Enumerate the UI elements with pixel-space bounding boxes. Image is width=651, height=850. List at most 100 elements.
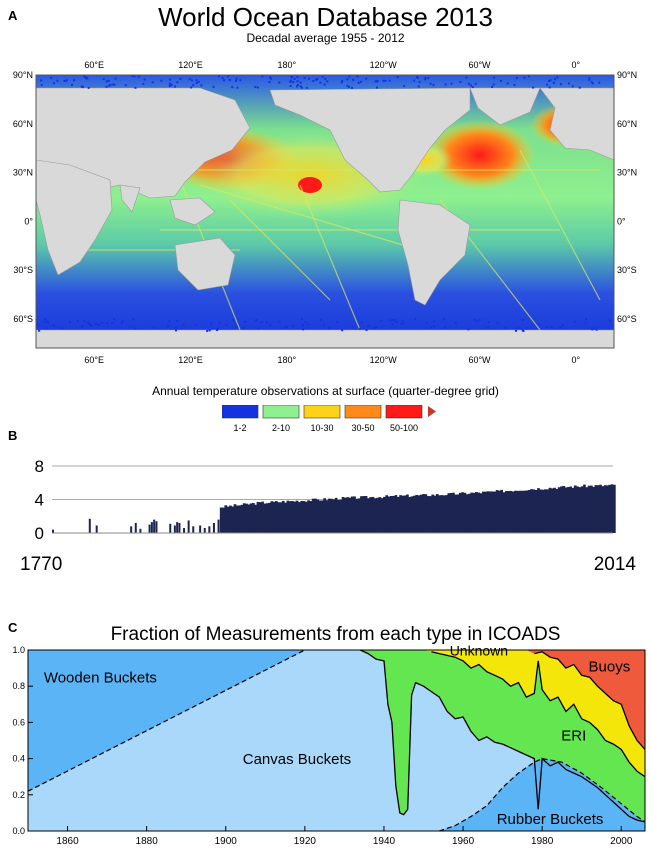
southern-obs-dot xyxy=(167,324,170,327)
bar xyxy=(594,485,598,533)
arctic-obs-dot xyxy=(590,81,593,84)
arctic-obs-dot xyxy=(113,83,116,86)
southern-obs-dot xyxy=(260,320,263,323)
bar xyxy=(525,490,529,533)
southern-obs-dot xyxy=(242,326,245,329)
arctic-obs-dot xyxy=(56,79,59,82)
arctic-obs-dot xyxy=(413,79,416,82)
southern-obs-dot xyxy=(60,327,63,330)
arctic-obs-dot xyxy=(142,82,145,85)
arctic-obs-dot xyxy=(108,84,111,87)
y-tick-label: 0.4 xyxy=(12,754,25,764)
bar xyxy=(401,495,405,533)
arctic-obs-dot xyxy=(308,77,311,80)
arctic-obs-dot xyxy=(160,79,163,82)
southern-obs-dot xyxy=(594,327,597,330)
arctic-obs-dot xyxy=(296,85,299,88)
ship-track xyxy=(519,149,601,301)
legend-label: 2-10 xyxy=(272,423,290,433)
arctic-obs-dot xyxy=(348,75,351,78)
bar xyxy=(408,497,412,533)
bar xyxy=(578,487,582,533)
bar xyxy=(596,485,600,533)
southern-obs-dot xyxy=(89,323,92,326)
legend-label: 10-30 xyxy=(310,423,333,433)
bar xyxy=(606,485,609,533)
arctic-obs-dot xyxy=(289,85,292,88)
arctic-obs-dot xyxy=(424,76,427,79)
arctic-obs-dot xyxy=(83,75,86,78)
arctic-obs-dot xyxy=(474,82,477,85)
bar xyxy=(373,498,377,533)
arctic-obs-dot xyxy=(299,85,302,88)
arctic-obs-dot xyxy=(261,75,264,78)
arctic-obs-dot xyxy=(293,77,296,80)
southern-obs-dot xyxy=(95,323,98,326)
map-left-tick: 60°S xyxy=(13,314,33,324)
bar xyxy=(422,494,425,533)
southern-obs-dot xyxy=(106,321,109,324)
arctic-obs-dot xyxy=(137,75,140,78)
arctic-obs-dot xyxy=(105,80,108,83)
bar xyxy=(263,503,267,533)
southern-obs-dot xyxy=(81,325,84,328)
bar xyxy=(178,522,181,533)
bar xyxy=(323,498,327,533)
legend-swatch xyxy=(221,404,259,419)
bar xyxy=(516,490,520,533)
bar xyxy=(212,522,215,533)
y-tick-label: 8 xyxy=(35,457,44,476)
bar xyxy=(249,503,253,533)
map-top-tick: 120°W xyxy=(370,60,398,70)
southern-obs-dot xyxy=(585,318,588,321)
bar xyxy=(52,529,54,533)
bar xyxy=(348,497,352,533)
rubber-boundary-line xyxy=(439,757,646,832)
arctic-obs-dot xyxy=(86,76,89,79)
arctic-obs-dot xyxy=(321,75,324,78)
hotspot-north-atlantic xyxy=(425,120,535,190)
arctic-obs-dot xyxy=(471,86,474,89)
land-southeast-asia xyxy=(169,197,216,226)
bar xyxy=(369,497,372,533)
arctic-obs-dot xyxy=(444,83,447,86)
arctic-obs-dot xyxy=(305,86,308,89)
southern-obs-dot xyxy=(496,322,499,325)
bar xyxy=(261,501,264,533)
arctic-obs-dot xyxy=(168,84,171,87)
bar xyxy=(346,497,349,533)
arctic-obs-dot xyxy=(319,81,322,84)
arctic-obs-dot xyxy=(571,85,574,88)
bar xyxy=(468,493,471,533)
bar xyxy=(562,485,566,533)
map-bottom-tick: 0° xyxy=(572,355,581,365)
legend-swatch xyxy=(303,404,341,419)
bar xyxy=(258,502,262,533)
southern-obs-dot xyxy=(537,322,540,325)
arctic-obs-dot xyxy=(375,80,378,83)
arctic-obs-dot xyxy=(176,81,179,84)
arctic-obs-dot xyxy=(417,85,420,88)
arctic-obs-dot xyxy=(312,79,315,82)
bar xyxy=(350,496,354,533)
arctic-obs-dot xyxy=(143,78,146,81)
bar xyxy=(569,486,573,533)
bar xyxy=(532,489,536,533)
bar xyxy=(304,501,308,533)
bar xyxy=(445,495,448,533)
southern-obs-dot xyxy=(307,323,310,326)
southern-obs-dot xyxy=(394,319,397,322)
arctic-obs-dot xyxy=(192,84,195,87)
arctic-obs-dot xyxy=(236,86,239,89)
southern-obs-dot xyxy=(218,321,221,324)
bar xyxy=(454,494,458,533)
bar xyxy=(449,492,453,533)
bar xyxy=(325,500,329,533)
arctic-obs-dot xyxy=(80,85,83,88)
y-tick-label: 1.0 xyxy=(12,645,25,655)
arctic-obs-dot xyxy=(467,82,470,85)
eri-boundary-line xyxy=(431,651,646,778)
bar xyxy=(557,487,561,533)
arctic-obs-dot xyxy=(268,81,271,84)
bar xyxy=(491,491,494,533)
